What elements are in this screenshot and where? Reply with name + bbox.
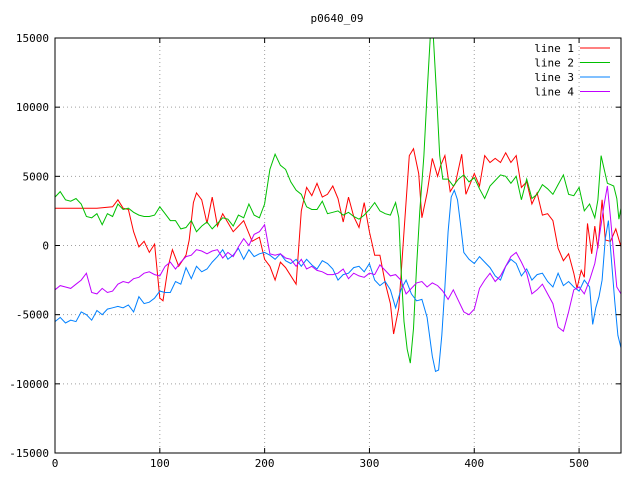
legend-label: line 4 xyxy=(534,86,574,99)
y-tick-label: -5000 xyxy=(16,309,49,322)
y-axis-ticks: -15000 -10000 -5000 0 5000 10000 15000 xyxy=(9,32,621,460)
x-tick-label: 400 xyxy=(464,457,484,470)
legend-label: line 3 xyxy=(534,71,574,84)
x-tick-label: 0 xyxy=(52,457,59,470)
series-group xyxy=(54,37,622,373)
y-tick-label: 10000 xyxy=(16,101,49,114)
x-tick-label: 300 xyxy=(360,457,380,470)
y-tick-label: -10000 xyxy=(9,378,49,391)
x-tick-label: 500 xyxy=(569,457,589,470)
y-tick-label: 0 xyxy=(42,240,49,253)
x-tick-label: 100 xyxy=(150,457,170,470)
series-line-1 xyxy=(55,147,622,335)
x-tick-label: 200 xyxy=(255,457,275,470)
legend-label: line 2 xyxy=(534,57,574,70)
x-axis-ticks: 0 100 200 300 400 500 xyxy=(52,38,589,470)
y-tick-label: 5000 xyxy=(23,170,50,183)
chart-title: p0640_09 xyxy=(311,12,364,25)
y-tick-label: 15000 xyxy=(16,32,49,45)
series-line-4 xyxy=(54,185,622,333)
y-tick-label: -15000 xyxy=(9,447,49,460)
legend-label: line 1 xyxy=(534,42,574,55)
series-line-2 xyxy=(54,37,622,364)
series-line-3 xyxy=(54,188,622,373)
